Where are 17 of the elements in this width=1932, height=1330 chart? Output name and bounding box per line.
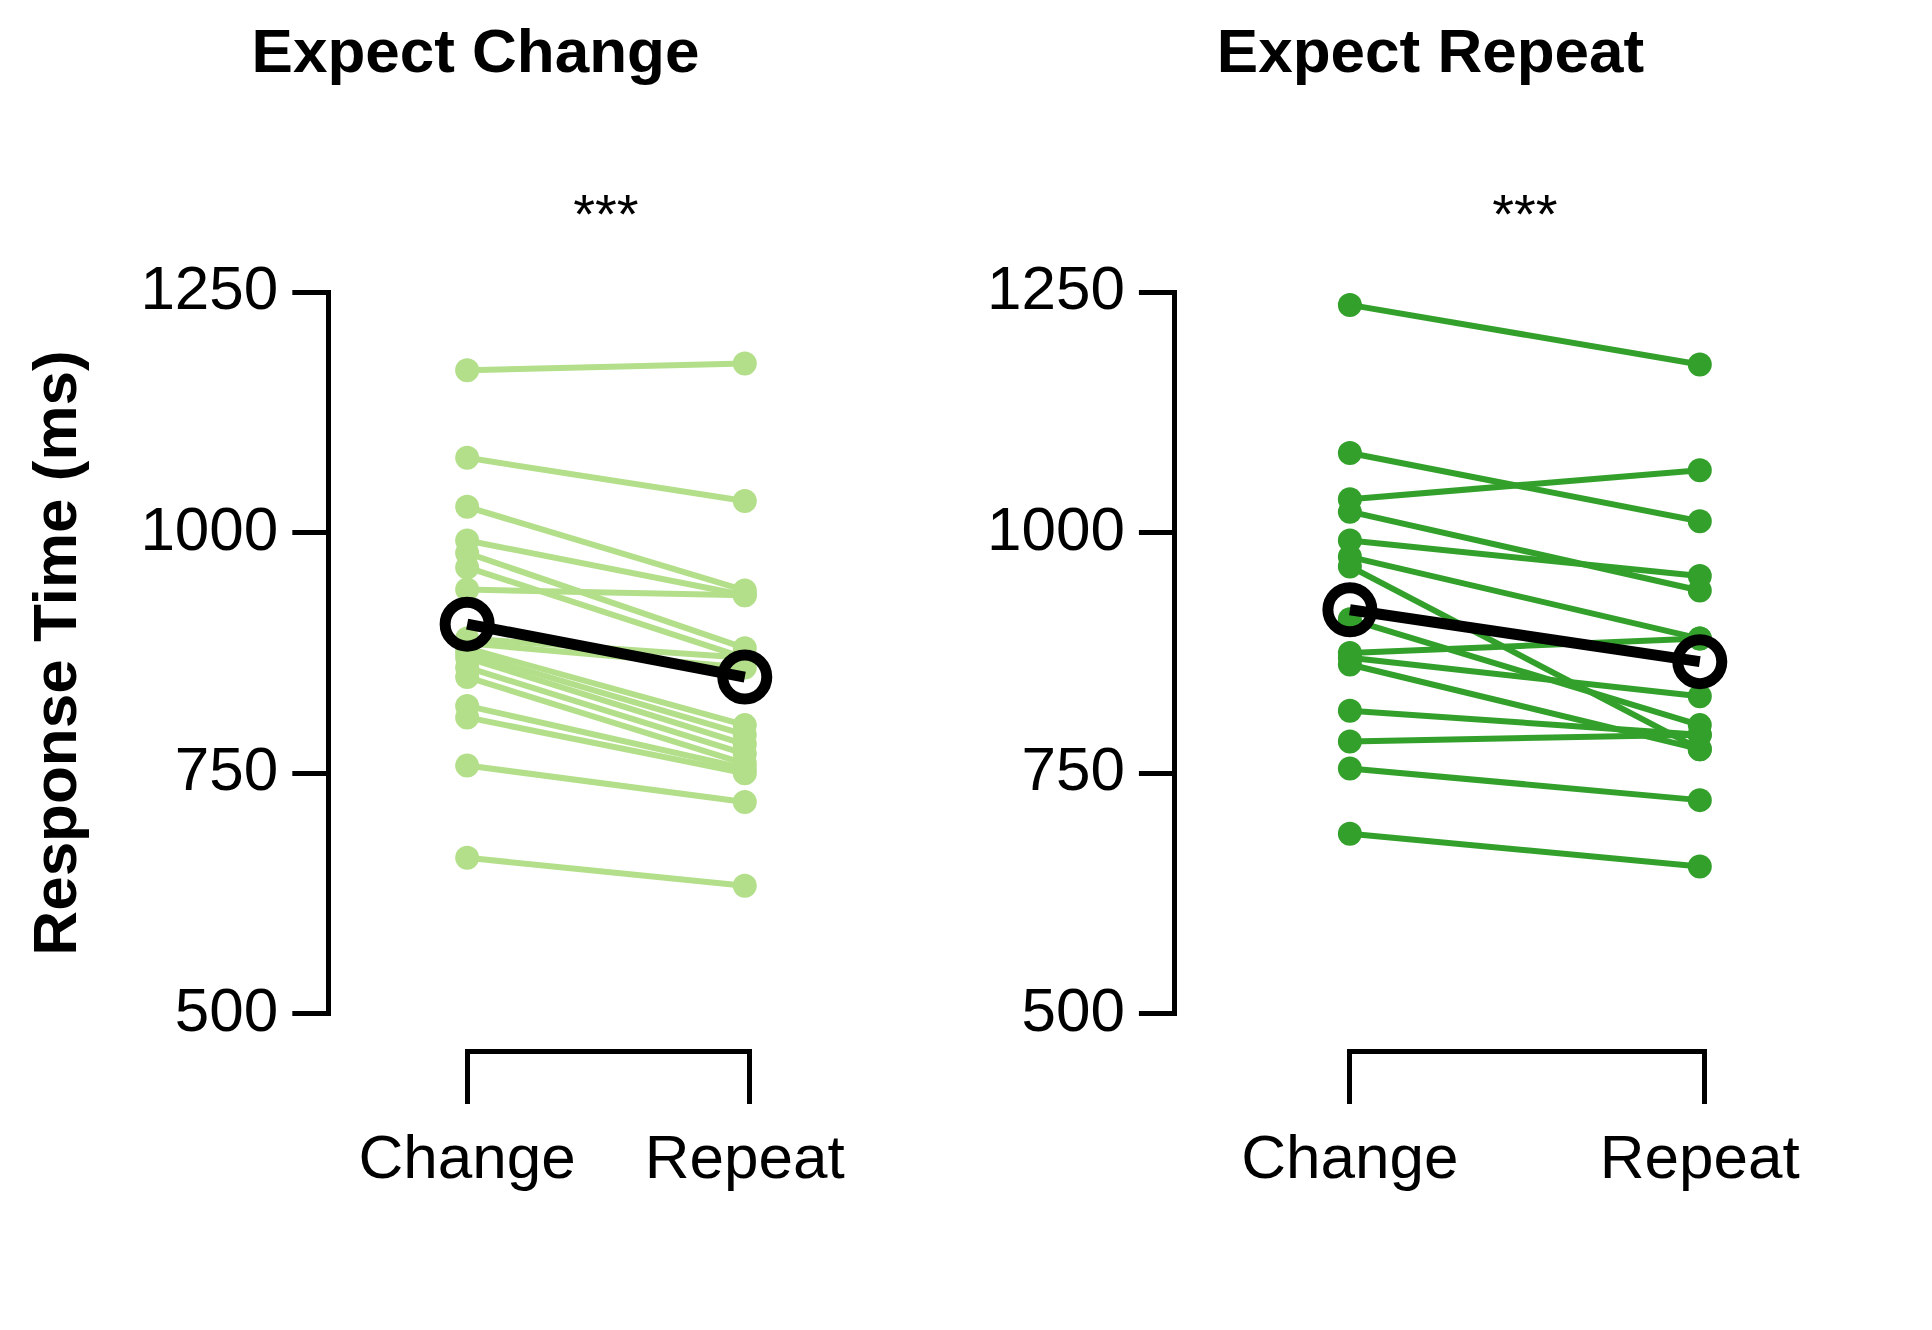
x-tick-label: Change <box>358 1121 576 1191</box>
y-tick-label: 750 <box>1021 734 1125 804</box>
text: *** <box>573 181 639 245</box>
y-tick-label: 1250 <box>986 253 1125 323</box>
x-tick-label: Repeat <box>1599 1121 1800 1191</box>
y-tick-label: 1000 <box>986 493 1125 563</box>
y-tick-label: 1000 <box>140 493 279 563</box>
y-tick-label: 500 <box>174 974 279 1044</box>
y-tick-label: 750 <box>174 734 279 804</box>
y-tick-label: 500 <box>1021 974 1125 1044</box>
text: *** <box>1492 181 1558 245</box>
x-tick-label: Repeat <box>644 1121 845 1191</box>
y-axis-title: Response Time (ms) <box>20 350 90 956</box>
x-tick-label: Change <box>1241 1121 1459 1191</box>
chart-title: Expect Repeat <box>1216 16 1645 86</box>
chart-title: Expect Change <box>251 16 700 86</box>
y-tick-label: 1250 <box>140 253 279 323</box>
